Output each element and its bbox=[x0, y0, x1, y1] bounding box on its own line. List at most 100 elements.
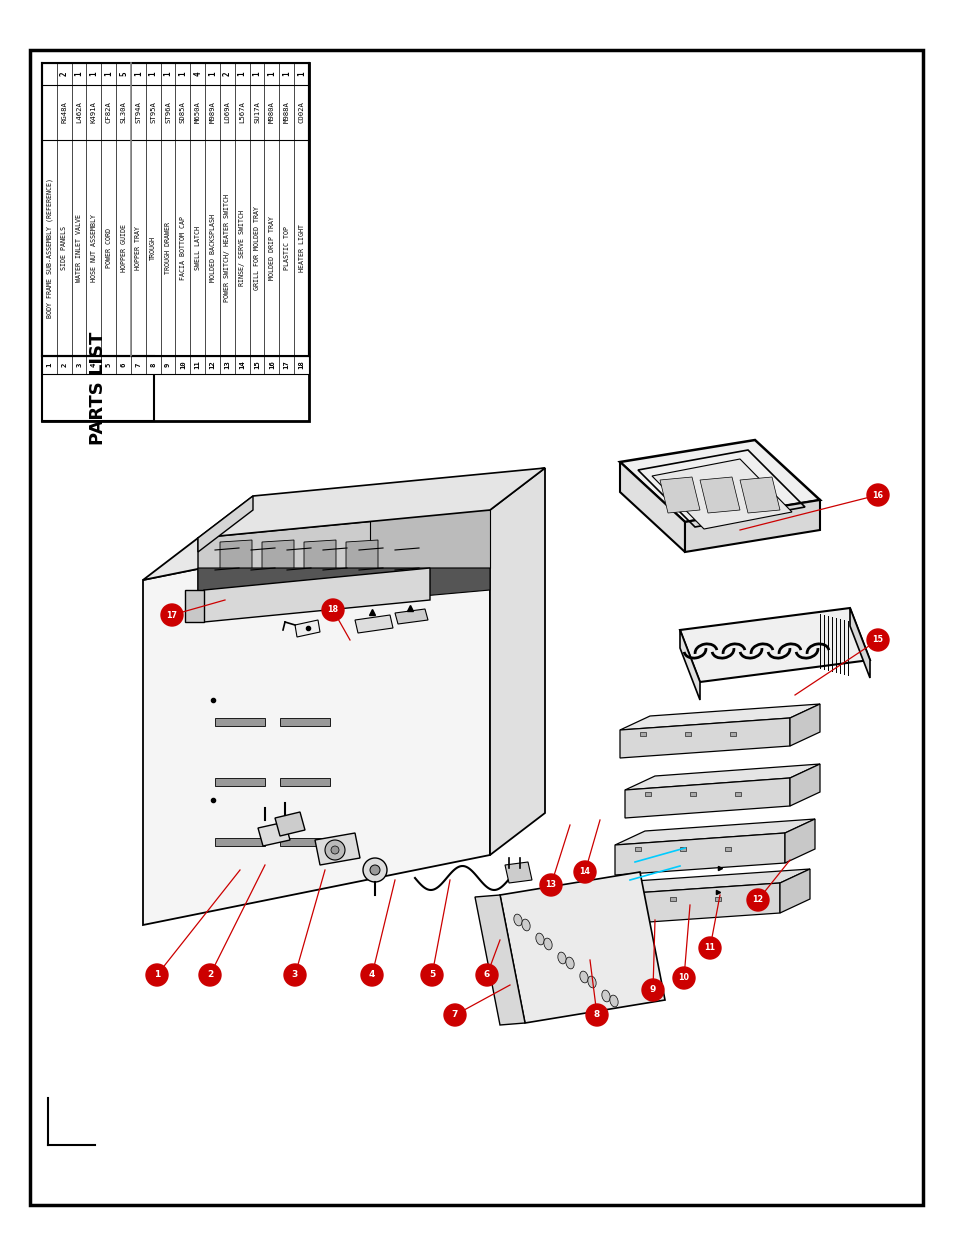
Text: 12: 12 bbox=[210, 361, 215, 369]
Text: 1: 1 bbox=[267, 72, 276, 77]
Text: 1: 1 bbox=[47, 363, 52, 367]
Ellipse shape bbox=[565, 957, 574, 969]
Bar bbox=[624, 897, 630, 902]
Polygon shape bbox=[619, 718, 789, 758]
Text: 4: 4 bbox=[91, 363, 97, 367]
Bar bbox=[669, 897, 676, 902]
Polygon shape bbox=[619, 462, 684, 552]
Bar bbox=[214, 778, 265, 785]
Text: 1: 1 bbox=[208, 72, 217, 77]
Text: HOPPER GUIDE: HOPPER GUIDE bbox=[120, 224, 127, 272]
Circle shape bbox=[325, 840, 345, 860]
Text: 15: 15 bbox=[872, 636, 882, 645]
Text: 10: 10 bbox=[678, 973, 689, 983]
Bar bbox=[679, 847, 685, 851]
Text: HEATER LIGHT: HEATER LIGHT bbox=[298, 224, 304, 272]
Polygon shape bbox=[679, 630, 700, 700]
Text: 7: 7 bbox=[135, 363, 141, 367]
Text: K491A: K491A bbox=[91, 101, 97, 124]
Polygon shape bbox=[624, 764, 820, 790]
Bar bbox=[734, 792, 740, 797]
Text: M650A: M650A bbox=[194, 101, 200, 124]
Polygon shape bbox=[198, 496, 253, 552]
Text: 13: 13 bbox=[224, 361, 231, 369]
Text: 11: 11 bbox=[194, 361, 200, 369]
Text: 6: 6 bbox=[483, 971, 490, 979]
Circle shape bbox=[360, 965, 382, 986]
Polygon shape bbox=[619, 440, 820, 522]
Bar bbox=[42, 356, 309, 374]
Circle shape bbox=[476, 965, 497, 986]
Polygon shape bbox=[294, 620, 319, 637]
Bar bbox=[639, 732, 645, 736]
Polygon shape bbox=[262, 540, 294, 572]
Text: 9: 9 bbox=[649, 986, 656, 994]
Text: 1: 1 bbox=[163, 72, 172, 77]
Circle shape bbox=[363, 858, 387, 882]
Polygon shape bbox=[198, 468, 544, 538]
Text: 1: 1 bbox=[90, 72, 98, 77]
Ellipse shape bbox=[558, 952, 565, 963]
Polygon shape bbox=[499, 872, 664, 1023]
Text: POWER CORD: POWER CORD bbox=[106, 228, 112, 268]
Polygon shape bbox=[490, 468, 544, 855]
Text: FACIA BOTTOM CAP: FACIA BOTTOM CAP bbox=[180, 216, 186, 280]
Text: 16: 16 bbox=[872, 490, 882, 499]
Polygon shape bbox=[346, 540, 377, 572]
Circle shape bbox=[161, 604, 183, 626]
Text: TROUGH: TROUGH bbox=[150, 236, 156, 261]
Text: 17: 17 bbox=[167, 610, 177, 620]
Text: 5: 5 bbox=[429, 971, 435, 979]
Text: 4: 4 bbox=[369, 971, 375, 979]
Bar bbox=[689, 792, 696, 797]
Text: M988A: M988A bbox=[283, 101, 290, 124]
Polygon shape bbox=[204, 568, 430, 622]
Text: 5: 5 bbox=[106, 363, 112, 367]
Text: WATER INLET VALVE: WATER INLET VALVE bbox=[76, 214, 82, 282]
Text: RG48A: RG48A bbox=[61, 101, 67, 124]
Text: SL30A: SL30A bbox=[120, 101, 127, 124]
Bar bbox=[729, 732, 735, 736]
Text: CO02A: CO02A bbox=[298, 101, 304, 124]
Text: PARTS LIST: PARTS LIST bbox=[89, 332, 107, 445]
Text: BODY FRAME SUB-ASSEMBLY (REFERENCE): BODY FRAME SUB-ASSEMBLY (REFERENCE) bbox=[46, 178, 52, 317]
Polygon shape bbox=[849, 608, 869, 678]
Polygon shape bbox=[619, 704, 820, 730]
Text: 1: 1 bbox=[282, 72, 291, 77]
Ellipse shape bbox=[521, 919, 530, 931]
Text: SIDE PANELS: SIDE PANELS bbox=[61, 226, 67, 270]
Text: 10: 10 bbox=[180, 361, 186, 369]
Text: 3: 3 bbox=[76, 363, 82, 367]
Polygon shape bbox=[395, 609, 428, 624]
Text: 2: 2 bbox=[61, 363, 67, 367]
Text: MOLDED DRIP TRAY: MOLDED DRIP TRAY bbox=[269, 216, 274, 280]
Polygon shape bbox=[143, 468, 544, 580]
Text: 2: 2 bbox=[207, 971, 213, 979]
Text: L567A: L567A bbox=[239, 101, 245, 124]
Text: SD85A: SD85A bbox=[180, 101, 186, 124]
Circle shape bbox=[699, 937, 720, 960]
Text: LO69A: LO69A bbox=[224, 101, 231, 124]
Polygon shape bbox=[504, 862, 532, 883]
Bar bbox=[214, 839, 265, 846]
Polygon shape bbox=[615, 832, 784, 876]
Polygon shape bbox=[679, 608, 869, 682]
Circle shape bbox=[574, 861, 596, 883]
Text: 7: 7 bbox=[452, 1010, 457, 1020]
Bar bbox=[280, 778, 330, 785]
Text: 2: 2 bbox=[223, 72, 232, 77]
Circle shape bbox=[331, 846, 338, 853]
Text: 12: 12 bbox=[752, 895, 762, 904]
Text: CF82A: CF82A bbox=[106, 101, 112, 124]
Text: POWER SWITCH/ HEATER SWITCH: POWER SWITCH/ HEATER SWITCH bbox=[224, 194, 231, 303]
Polygon shape bbox=[789, 764, 820, 806]
Text: 1: 1 bbox=[104, 72, 113, 77]
Polygon shape bbox=[475, 895, 524, 1025]
Ellipse shape bbox=[543, 939, 552, 950]
Polygon shape bbox=[651, 459, 791, 529]
Polygon shape bbox=[780, 869, 809, 913]
Circle shape bbox=[585, 1004, 607, 1026]
Text: 1: 1 bbox=[296, 72, 306, 77]
Polygon shape bbox=[220, 540, 252, 572]
Text: 8: 8 bbox=[150, 363, 156, 367]
